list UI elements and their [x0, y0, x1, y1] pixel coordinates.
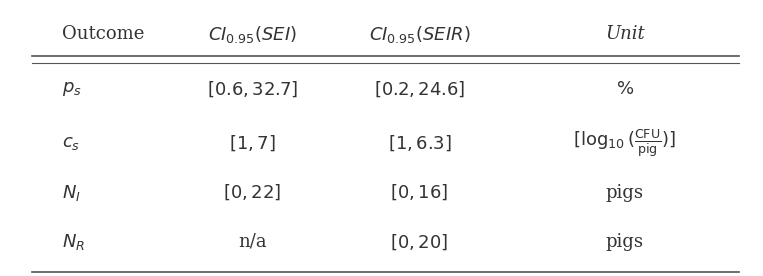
Text: pigs: pigs — [606, 233, 644, 251]
Text: $CI_{0.95}(SEI)$: $CI_{0.95}(SEI)$ — [208, 24, 297, 45]
Text: pigs: pigs — [606, 184, 644, 202]
Text: $N_I$: $N_I$ — [63, 183, 81, 203]
Text: $[\log_{10}(\frac{\mathrm{CFU}}{\mathrm{pig}})]$: $[\log_{10}(\frac{\mathrm{CFU}}{\mathrm{… — [573, 128, 676, 159]
Text: $[1, 7]$: $[1, 7]$ — [229, 134, 275, 153]
Text: n/a: n/a — [238, 233, 266, 251]
Text: $\%$: $\%$ — [616, 80, 634, 98]
Text: $[0.2, 24.6]$: $[0.2, 24.6]$ — [374, 79, 465, 99]
Text: $[0, 20]$: $[0, 20]$ — [391, 232, 449, 252]
Text: $p_s$: $p_s$ — [63, 80, 82, 98]
Text: Outcome: Outcome — [63, 25, 144, 43]
Text: Unit: Unit — [605, 25, 645, 43]
Text: $c_s$: $c_s$ — [63, 134, 80, 152]
Text: $[1, 6.3]$: $[1, 6.3]$ — [388, 134, 452, 153]
Text: $N_R$: $N_R$ — [63, 232, 85, 252]
Text: $[0.6, 32.7]$: $[0.6, 32.7]$ — [207, 79, 298, 99]
Text: $[0, 22]$: $[0, 22]$ — [224, 183, 282, 202]
Text: $[0, 16]$: $[0, 16]$ — [391, 183, 449, 202]
Text: $CI_{0.95}(SEIR)$: $CI_{0.95}(SEIR)$ — [369, 24, 470, 45]
